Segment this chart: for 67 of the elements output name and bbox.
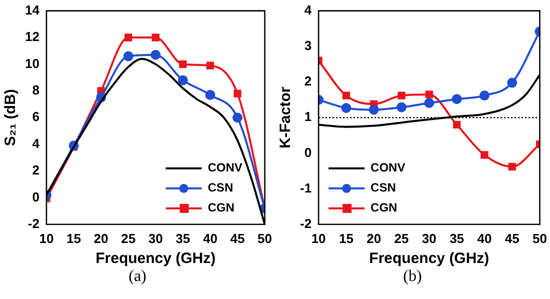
- text: (b): [402, 268, 423, 286]
- y-tick-label: 2: [32, 162, 40, 178]
- x-tick-label: 45: [230, 230, 245, 246]
- point: [425, 90, 433, 98]
- y-axis-title: S₂₁ (dB): [2, 89, 20, 146]
- point: [152, 34, 160, 42]
- y-tick-label: -2: [300, 216, 312, 231]
- y-tick-label: 10: [24, 56, 40, 71]
- x-tick-label: 50: [258, 230, 272, 246]
- point: [123, 51, 134, 62]
- point: [179, 60, 187, 68]
- point: [232, 112, 242, 123]
- x-tick-label: 45: [504, 230, 520, 246]
- legend-label: CGN: [208, 200, 234, 215]
- x-tick-label: 35: [176, 230, 190, 246]
- point: [234, 90, 242, 98]
- x-tick-label: 20: [366, 230, 382, 246]
- point: [368, 104, 379, 115]
- x-tick-label: 25: [121, 230, 136, 246]
- y-tick-label: 3: [304, 38, 312, 53]
- point: [507, 78, 518, 88]
- x-tick-label: 30: [148, 230, 163, 246]
- legend-label: CSN: [208, 180, 234, 195]
- point: [178, 75, 188, 86]
- y-tick-label: 12: [24, 29, 40, 44]
- y-axis-title: K-Factor: [277, 86, 294, 148]
- x-tick-label: 40: [202, 230, 218, 246]
- point: [342, 92, 350, 100]
- x-axis-title: Frequency (GHz): [369, 250, 490, 268]
- point: [479, 90, 490, 101]
- y-tick-label: 0: [304, 144, 312, 160]
- x-tick-label: 35: [450, 230, 464, 246]
- point: [396, 102, 407, 112]
- x-tick-label: 15: [66, 230, 81, 246]
- x-tick-label: 30: [422, 230, 436, 246]
- point: [206, 62, 214, 70]
- point: [508, 162, 516, 171]
- point: [150, 50, 161, 60]
- point: [124, 34, 132, 42]
- x-tick-label: 15: [338, 230, 354, 246]
- point: [341, 102, 352, 113]
- legend-label: CGN: [370, 200, 398, 215]
- x-tick-label: 50: [532, 230, 548, 246]
- y-tick-label: 4: [32, 136, 40, 151]
- y-tick-label: 1: [304, 109, 312, 124]
- x-axis-title: Frequency (GHz): [96, 250, 216, 268]
- point: [205, 90, 216, 100]
- y-tick-label: -2: [28, 216, 40, 231]
- x-tick-label: 20: [94, 230, 108, 246]
- point: [424, 98, 434, 108]
- text: (a): [128, 268, 148, 286]
- x-tick-label: 40: [477, 230, 492, 246]
- y-tick-label: 8: [32, 82, 40, 98]
- y-tick-label: -1: [300, 180, 312, 196]
- y-tick-label: 4: [304, 2, 312, 18]
- point: [398, 92, 406, 100]
- point: [452, 94, 462, 104]
- x-tick-label: 25: [394, 230, 409, 246]
- legend-label: CONV: [370, 160, 406, 175]
- point: [480, 151, 488, 159]
- y-tick-label: 6: [32, 109, 40, 124]
- point: [452, 120, 461, 129]
- y-tick-label: 0: [32, 189, 40, 204]
- legend-label: CSN: [370, 180, 396, 195]
- y-tick-label: 2: [304, 74, 312, 89]
- legend-label: CONV: [208, 160, 242, 175]
- y-tick-label: 14: [24, 2, 40, 18]
